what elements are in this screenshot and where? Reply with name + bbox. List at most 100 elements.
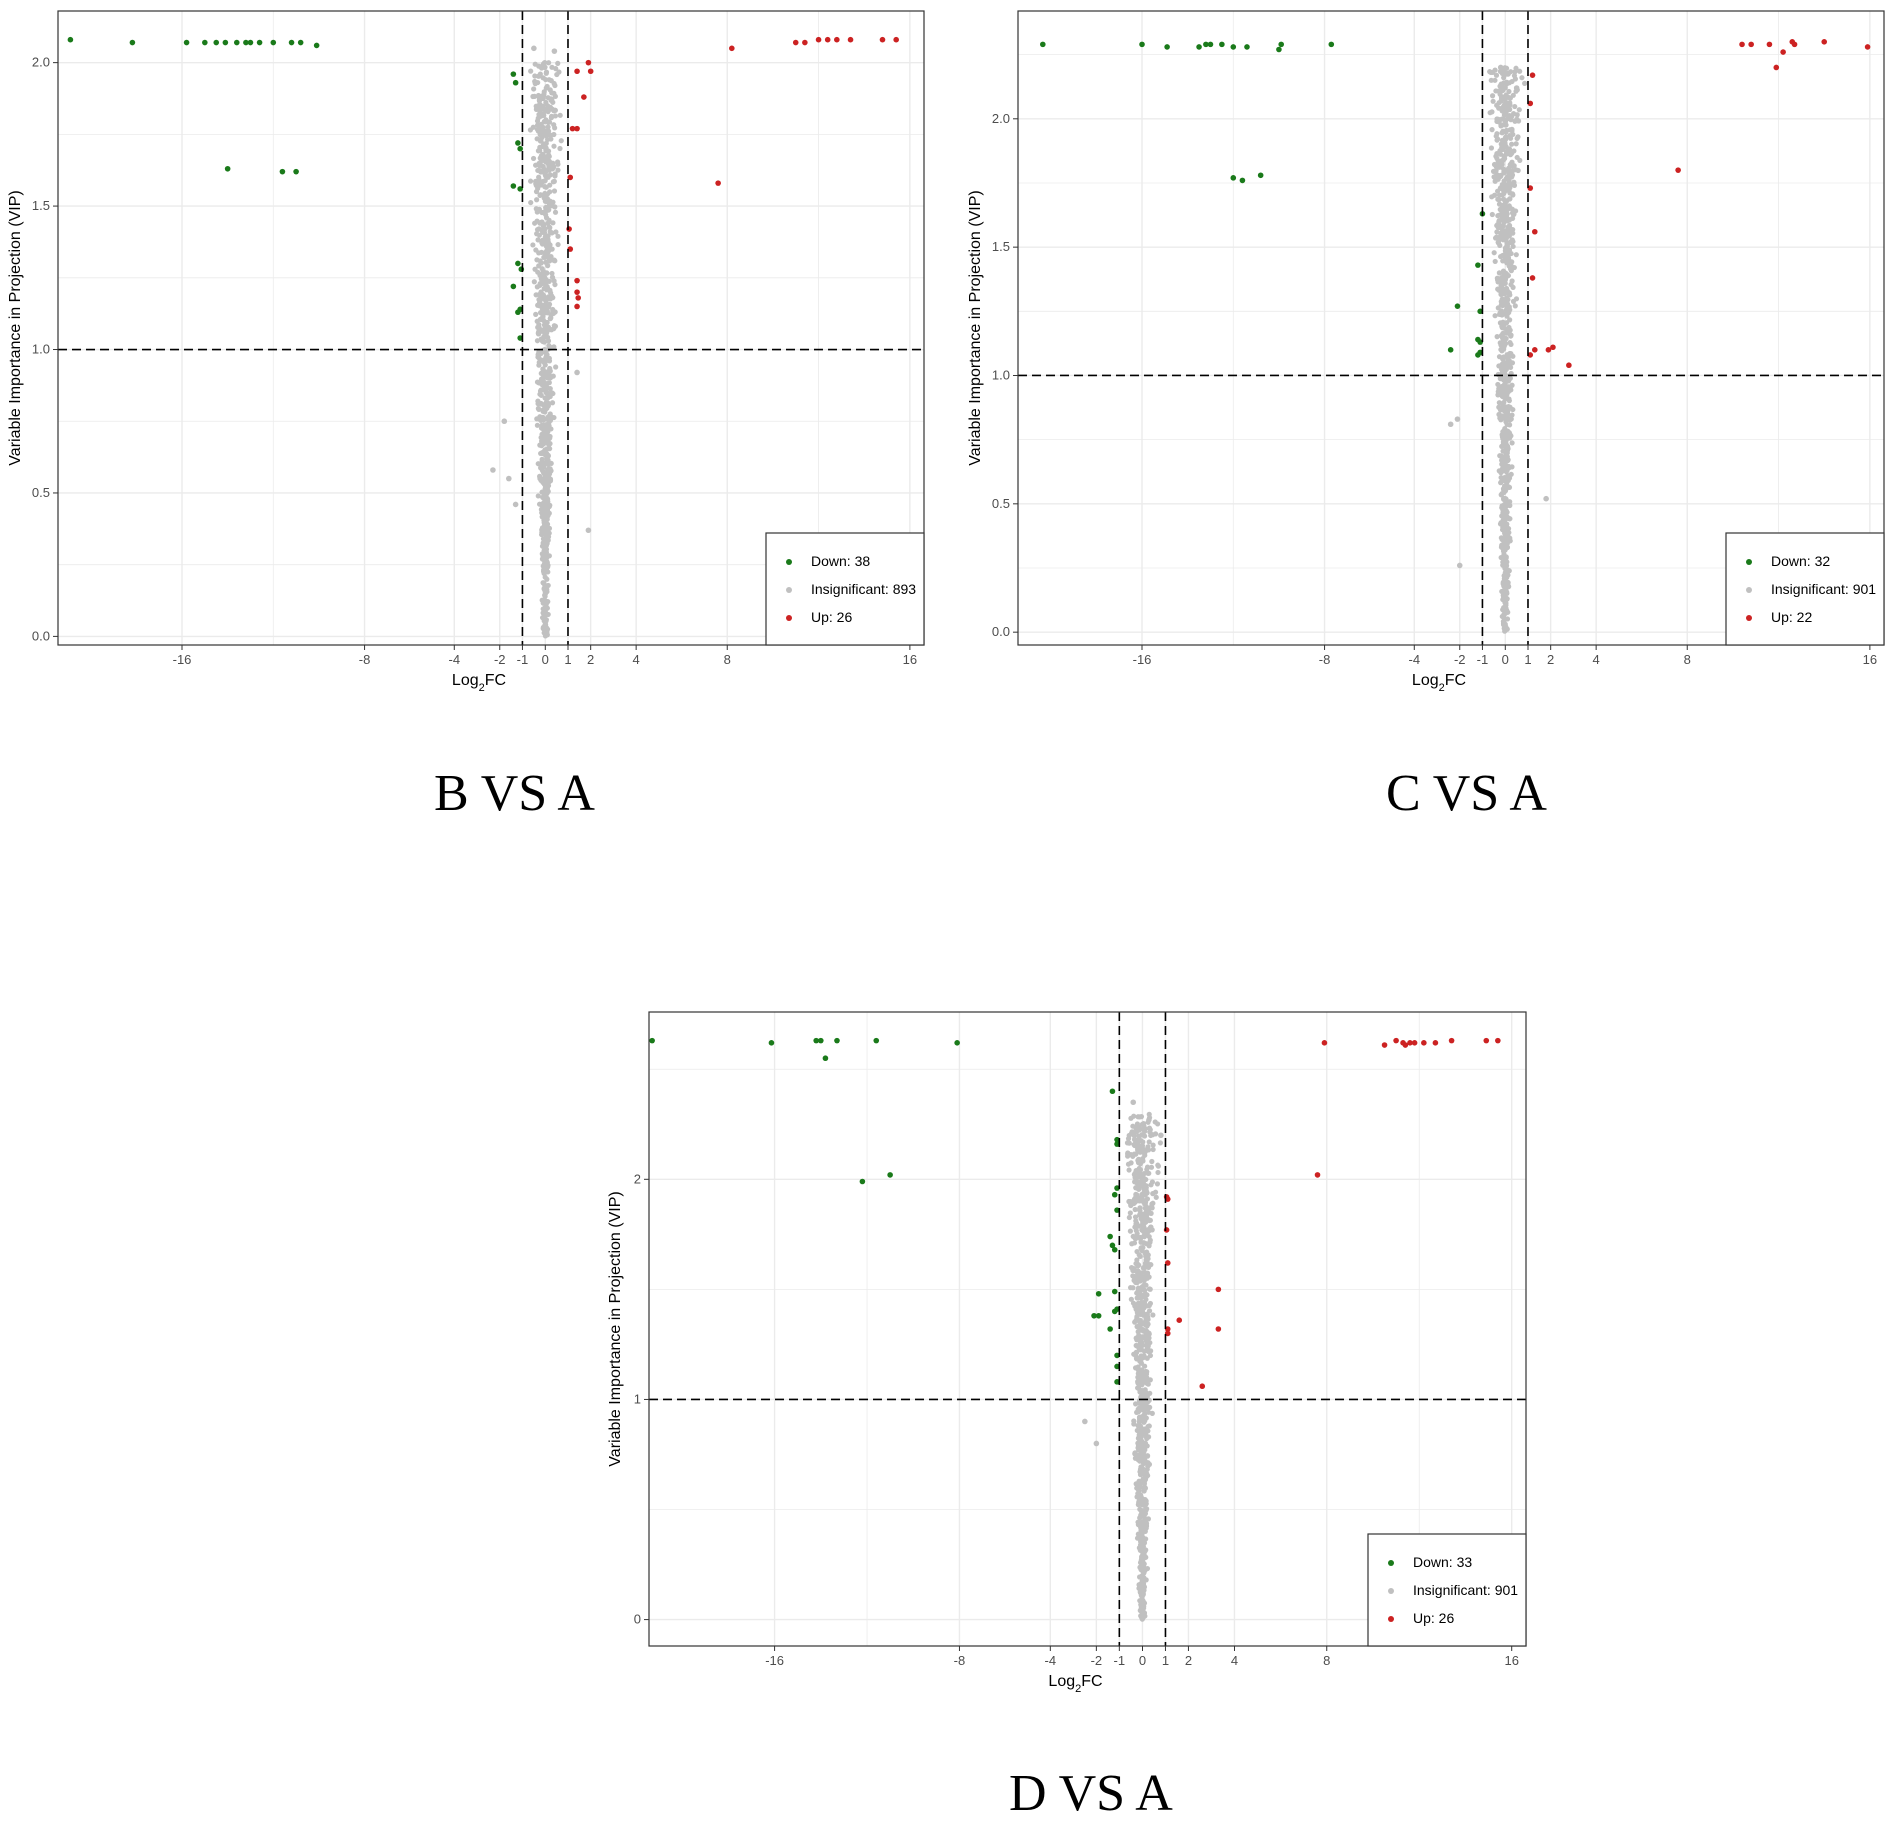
y-tick-label: 1.0 [32, 342, 50, 357]
point-insignificant [1140, 1244, 1146, 1251]
point-insignificant [1504, 521, 1510, 527]
x-tick-label: 2 [1185, 1653, 1192, 1668]
point-insignificant [542, 395, 548, 401]
point-insignificant [1133, 1235, 1139, 1242]
point-insignificant [1132, 1170, 1138, 1176]
point-down [1477, 339, 1483, 345]
point-insignificant [1510, 131, 1516, 138]
point-insignificant [1513, 85, 1520, 91]
point-insignificant [538, 392, 544, 398]
point-insignificant [1447, 421, 1454, 428]
point-insignificant [1136, 1306, 1142, 1312]
point-insignificant [528, 199, 534, 206]
point-down [1203, 41, 1209, 48]
point-insignificant [1503, 586, 1509, 592]
point-insignificant [550, 373, 556, 379]
point-down [1276, 46, 1282, 53]
point-insignificant [1496, 311, 1503, 318]
point-insignificant [1141, 1587, 1147, 1593]
x-tick-label: 1 [1162, 1653, 1169, 1668]
x-tick-label: -1 [1477, 652, 1489, 667]
point-insignificant [1136, 1533, 1142, 1539]
point-insignificant [1502, 257, 1508, 264]
point-insignificant [544, 287, 550, 293]
point-insignificant [1488, 77, 1494, 83]
x-tick-label: 1 [1524, 652, 1531, 667]
point-up [585, 59, 592, 66]
point-insignificant [1495, 222, 1501, 228]
point-down [515, 260, 521, 267]
point-insignificant [540, 507, 546, 513]
point-down [873, 1037, 880, 1044]
point-insignificant [1146, 1308, 1153, 1314]
point-insignificant [1155, 1169, 1161, 1176]
point-insignificant [1503, 199, 1509, 205]
plot-frame [57, 10, 925, 646]
point-insignificant [1500, 546, 1506, 552]
point-insignificant [1492, 313, 1498, 319]
point-insignificant [1499, 296, 1505, 302]
point-insignificant [1499, 392, 1505, 398]
point-down [243, 39, 249, 46]
point-insignificant [1503, 144, 1509, 150]
point-insignificant [1517, 68, 1523, 74]
point-insignificant [1499, 443, 1505, 449]
point-insignificant [1500, 319, 1506, 325]
y-tick-label: 1.5 [992, 239, 1010, 254]
point-insignificant [1138, 1159, 1144, 1165]
point-insignificant [545, 599, 551, 605]
point-insignificant [1503, 469, 1509, 475]
point-insignificant [1498, 554, 1504, 561]
point-insignificant [1138, 1311, 1144, 1317]
point-insignificant [1504, 540, 1510, 547]
point-insignificant [1148, 1262, 1154, 1268]
point-insignificant [543, 618, 549, 624]
point-insignificant [1509, 78, 1515, 85]
point-insignificant [1505, 115, 1511, 122]
point-insignificant [1488, 69, 1494, 75]
point-insignificant [1489, 109, 1495, 115]
point-insignificant [528, 68, 534, 74]
point-down [1114, 1185, 1120, 1191]
point-insignificant [542, 158, 548, 165]
point-insignificant [541, 570, 548, 576]
point-insignificant [1144, 1565, 1151, 1572]
point-insignificant [540, 124, 546, 131]
x-tick-label: 4 [1231, 1653, 1238, 1668]
point-insignificant [1136, 1252, 1142, 1258]
point-insignificant [1148, 1132, 1154, 1139]
point-insignificant [544, 489, 550, 496]
point-insignificant [1140, 1602, 1146, 1608]
x-tick-label: 2 [587, 652, 594, 667]
x-tick-label: -2 [1091, 1653, 1103, 1668]
x-tick-label: 8 [1323, 1653, 1330, 1668]
point-insignificant [542, 460, 548, 466]
point-down [270, 39, 277, 46]
point-up [1215, 1326, 1222, 1332]
point-insignificant [1499, 202, 1505, 208]
point-down [1095, 1290, 1102, 1297]
point-down [515, 140, 521, 146]
point-insignificant [534, 422, 541, 428]
point-insignificant [1133, 1191, 1139, 1198]
point-insignificant [555, 167, 561, 173]
point-insignificant [1509, 126, 1515, 132]
point-insignificant [1502, 337, 1508, 343]
y-tick-label: 0.5 [992, 496, 1010, 511]
point-up [574, 68, 580, 75]
point-insignificant [537, 414, 543, 420]
point-insignificant [549, 106, 555, 112]
legend-label-down: Down: 32 [1771, 553, 1830, 569]
point-insignificant [1499, 192, 1506, 198]
point-insignificant [531, 93, 538, 99]
point-insignificant [545, 237, 551, 243]
point-down [1475, 352, 1481, 358]
point-insignificant [1501, 615, 1507, 622]
point-insignificant [537, 71, 543, 77]
point-insignificant [1131, 1151, 1137, 1157]
point-insignificant [541, 229, 548, 236]
legend-label-insignificant: Insignificant: 893 [811, 581, 916, 597]
legend-key-down [786, 559, 792, 565]
point-insignificant [1142, 1302, 1148, 1308]
point-insignificant [1506, 516, 1513, 522]
